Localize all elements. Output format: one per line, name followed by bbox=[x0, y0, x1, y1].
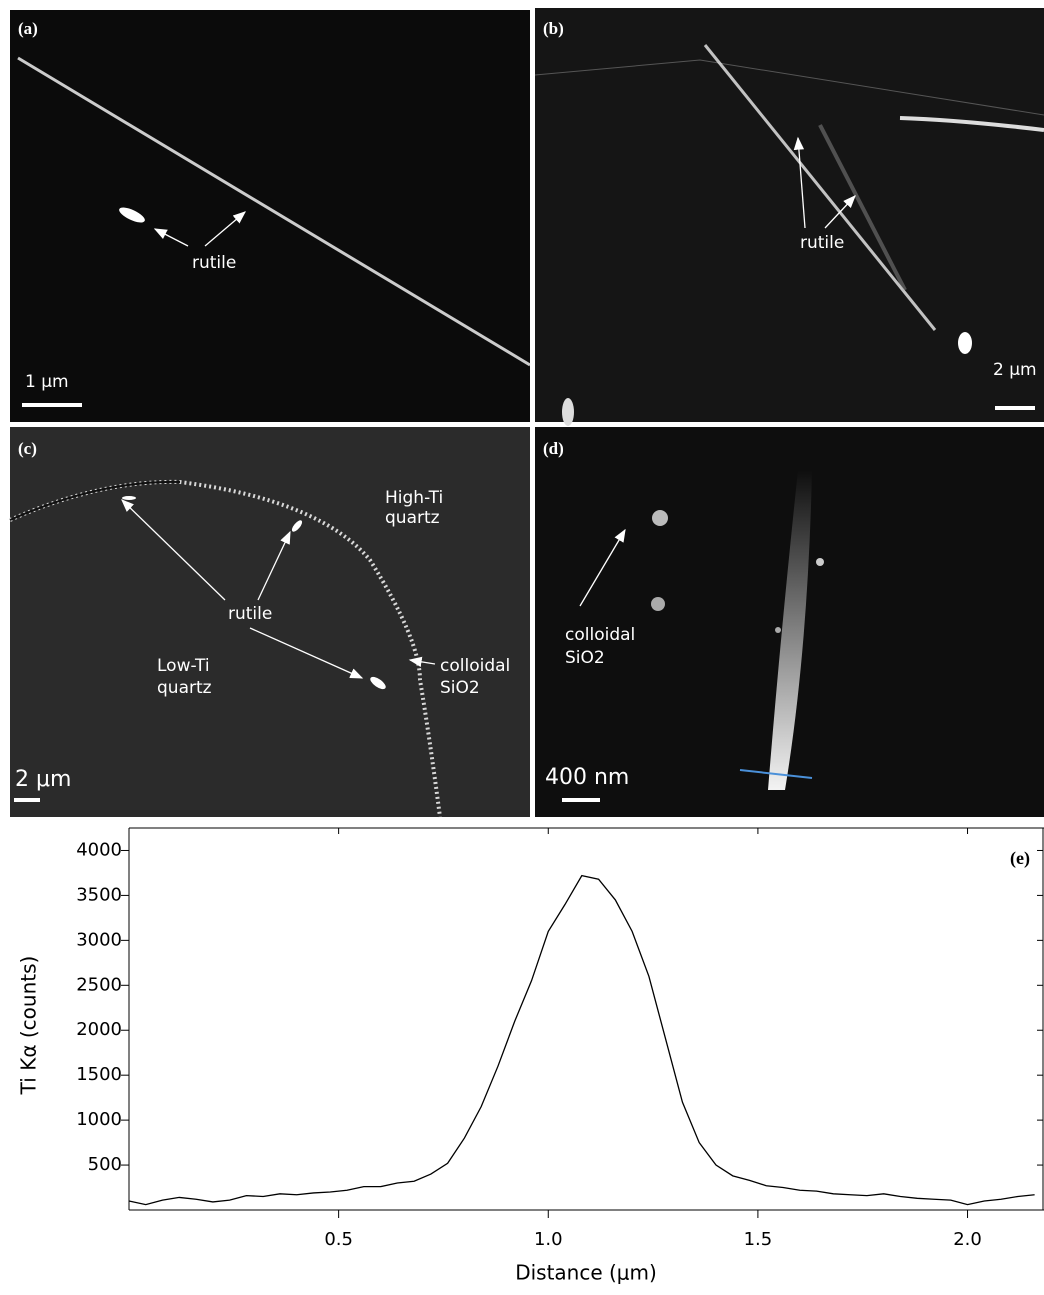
y-tick-label: 1500 bbox=[76, 1064, 122, 1085]
x-tick-label: 2.0 bbox=[953, 1229, 982, 1250]
figure: (a) rutile 1 μm (b) rutile 2 μm (c) High… bbox=[0, 0, 1044, 1291]
panel-d: (d) colloidal SiO2 400 nm bbox=[535, 427, 1044, 817]
y-tick-label: 500 bbox=[88, 1154, 122, 1175]
scale-bar-label: 1 μm bbox=[25, 372, 69, 392]
annotation: colloidal bbox=[565, 625, 635, 645]
annotation: SiO2 bbox=[440, 678, 480, 698]
y-tick-label: 3000 bbox=[76, 929, 122, 950]
panel-a: (a) rutile 1 μm bbox=[10, 10, 530, 422]
annotation: colloidal bbox=[440, 656, 510, 676]
panel-label: (a) bbox=[18, 19, 38, 38]
y-axis-label: Ti Kα (counts) bbox=[17, 956, 41, 1096]
y-tick-label: 2000 bbox=[76, 1019, 122, 1040]
y-tick-label: 1000 bbox=[76, 1109, 122, 1130]
x-tick-label: 0.5 bbox=[324, 1229, 353, 1250]
annotation: quartz bbox=[157, 678, 212, 698]
annotation: rutile bbox=[228, 604, 272, 624]
annotation: quartz bbox=[385, 508, 440, 528]
scale-bar-label: 2 μm bbox=[15, 767, 71, 792]
y-tick-label: 3500 bbox=[76, 884, 122, 905]
annotation: rutile bbox=[192, 253, 236, 273]
annotation: rutile bbox=[800, 233, 844, 253]
scale-bar-label: 400 nm bbox=[545, 765, 629, 790]
panel-b: (b) rutile 2 μm bbox=[535, 8, 1044, 426]
panel-e: (e) Distance (μm) Ti Kα (counts) bbox=[17, 828, 1044, 1285]
x-tick-label: 1.5 bbox=[744, 1229, 773, 1250]
x-tick-label: 1.0 bbox=[534, 1229, 563, 1250]
annotation: High-Ti bbox=[385, 488, 443, 508]
panel-label: (b) bbox=[543, 19, 564, 38]
panel-c: (c) High-Ti quartz rutile Low-Ti quartz … bbox=[10, 427, 530, 817]
x-axis-label: Distance (μm) bbox=[515, 1261, 657, 1285]
annotation: Low-Ti bbox=[157, 656, 210, 676]
panel-label: (d) bbox=[543, 439, 564, 458]
scale-bar-label: 2 μm bbox=[993, 360, 1037, 380]
y-tick-label: 4000 bbox=[76, 839, 122, 860]
y-tick-label: 2500 bbox=[76, 974, 122, 995]
annotation: SiO2 bbox=[565, 648, 605, 668]
panel-label: (c) bbox=[18, 439, 37, 458]
data-line bbox=[129, 876, 1035, 1205]
panel-label: (e) bbox=[1010, 848, 1030, 869]
